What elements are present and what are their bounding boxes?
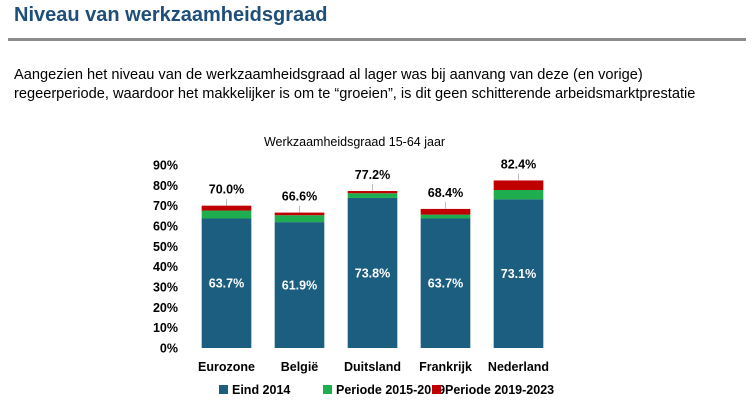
x-category-label: Eurozone [198,360,255,374]
y-tick-label: 10% [153,321,178,335]
bar-segment-1 [493,199,544,348]
bar-segment-2 [201,210,252,219]
title-divider [8,38,746,41]
subtitle-line-1: Aangezien het niveau van de werkzaamheid… [14,67,643,83]
subtitle-line-2: regeerperiode, waardoor het makkelijker … [14,86,696,102]
bar-segment-1 [201,218,252,348]
bar-value-label: 63.7% [209,277,244,291]
y-tick-label: 80% [153,179,178,193]
bar-segment-2 [274,215,325,223]
total-label: 70.0% [209,183,244,197]
legend-label: Eind 2014 [232,383,290,397]
bar-segment-1 [347,197,398,348]
y-tick-label: 50% [153,240,178,254]
y-tick-label: 70% [153,199,178,213]
bar-segment-2 [420,214,471,219]
y-tick-label: 30% [153,281,178,295]
x-category-label: Nederland [488,360,549,374]
bar-segment-2 [493,190,544,200]
slide-title: Niveau van werkzaamheidsgraad [14,4,328,26]
x-category-label: België [281,360,319,374]
chart-title: Werkzaamheidsgraad 15-64 jaar [264,135,445,149]
legend-label: Periode 2019-2023 [445,383,554,397]
y-tick-label: 60% [153,220,178,234]
bar-value-label: 63.7% [428,277,463,291]
bar-segment-2 [347,193,398,198]
bar-segment-3 [420,208,471,215]
slide-subtitle: Aangezien het niveau van de werkzaamheid… [14,66,744,104]
y-tick-label: 0% [160,342,178,356]
x-category-label: Duitsland [344,360,401,374]
total-label: 66.6% [282,190,317,204]
legend-label: Periode 2015-2019 [336,383,445,397]
y-tick-label: 20% [153,301,178,315]
legend-swatch [219,385,228,394]
total-label: 82.4% [501,157,536,171]
y-tick-label: 40% [153,260,178,274]
total-label: 77.2% [355,168,390,182]
x-category-label: Frankrijk [419,360,472,374]
bar-value-label: 73.8% [355,266,390,280]
legend-swatch [432,385,441,394]
bar-value-label: 73.1% [501,267,536,281]
bar-segment-3 [347,191,398,194]
total-label: 68.4% [428,186,463,200]
legend-swatch [323,385,332,394]
bar-segment-3 [201,205,252,211]
bar-segment-1 [274,222,325,348]
bar-segment-3 [274,212,325,216]
bar-segment-3 [493,180,544,191]
bar-value-label: 61.9% [282,279,317,293]
bar-segment-1 [420,218,471,348]
y-tick-label: 90% [153,159,178,173]
